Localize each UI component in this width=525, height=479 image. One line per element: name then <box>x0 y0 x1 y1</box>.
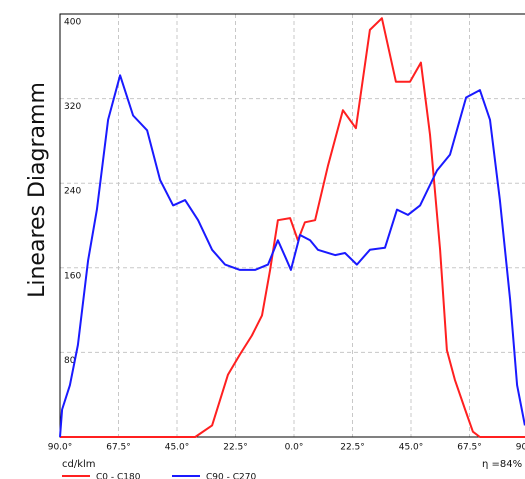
data-line <box>60 17 525 438</box>
y-tick-label: 160 <box>64 271 81 281</box>
legend-label: C0 - C180 <box>96 473 141 479</box>
y-tick-label: 400 <box>64 18 81 28</box>
plot-frame <box>59 13 525 438</box>
unit-label: cd/klm <box>62 459 96 470</box>
chart-title: Lineares Diagramm <box>25 82 50 298</box>
x-tick-label: 67.5° <box>106 443 131 453</box>
data-line <box>59 74 525 438</box>
y-tick-label: 80 <box>64 356 76 366</box>
efficiency-label: η =84% <box>482 459 522 470</box>
x-tick-label: 45.0° <box>165 443 190 453</box>
x-tick-label: 90.0° <box>516 443 525 453</box>
x-tick-label: 0.0° <box>285 443 304 453</box>
y-tick-label: 320 <box>64 102 81 112</box>
x-tick-label: 67.5° <box>457 443 482 453</box>
y-tick-label: 240 <box>64 187 81 197</box>
x-tick-label: 22.5° <box>340 443 365 453</box>
legend-label: C90 - C270 <box>206 473 256 479</box>
x-tick-label: 22.5° <box>223 443 248 453</box>
x-tick-label: 90.0° <box>48 443 73 453</box>
x-tick-label: 45.0° <box>399 443 424 453</box>
